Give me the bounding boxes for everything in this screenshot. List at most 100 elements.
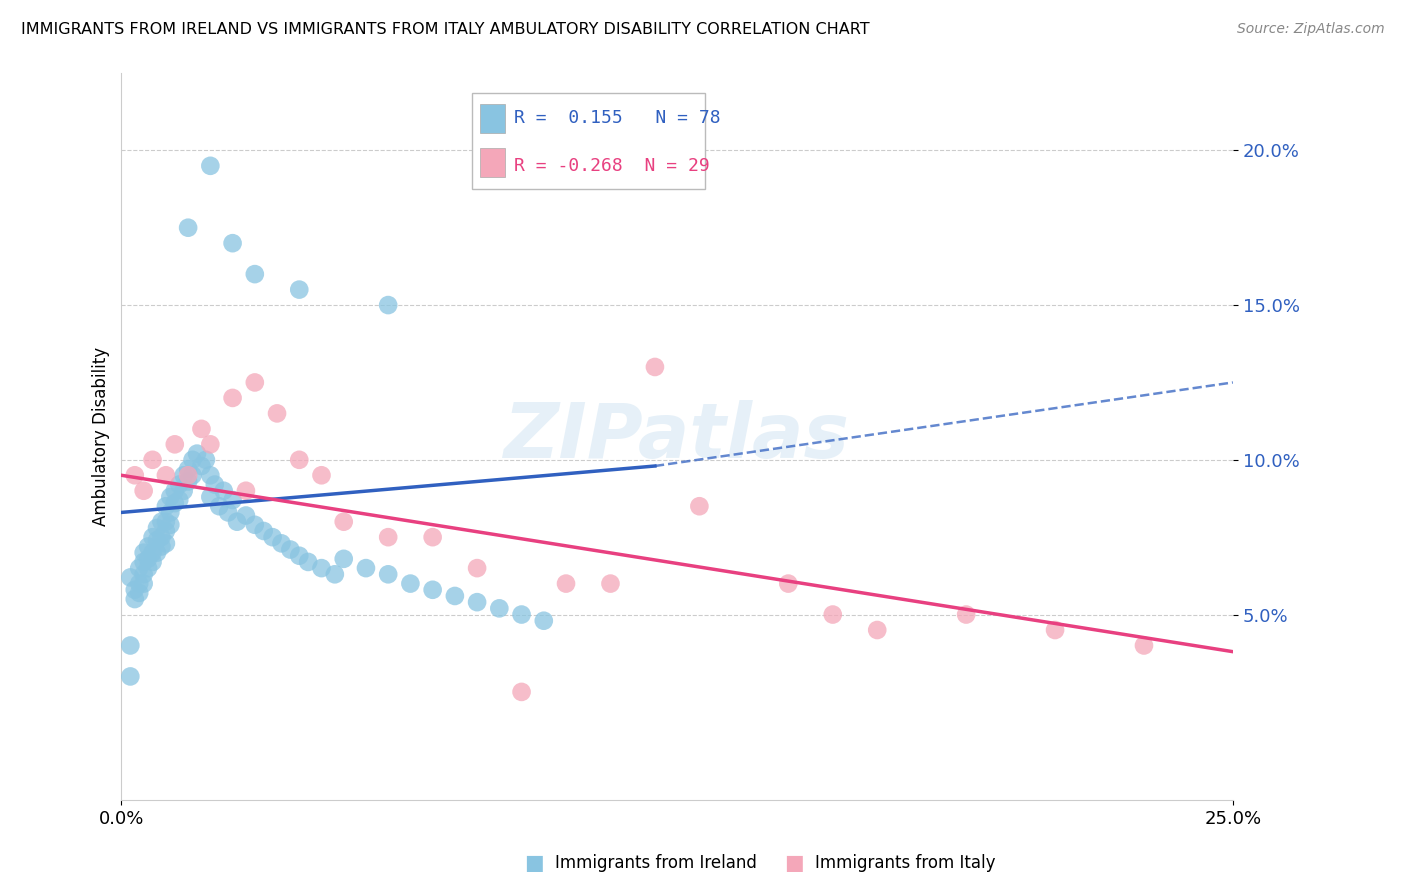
Point [124, 592, 146, 607]
Point [510, 685, 533, 699]
Point [510, 607, 533, 622]
Point [1043, 623, 1066, 637]
Point [354, 561, 377, 575]
Point [159, 505, 181, 519]
Point [208, 500, 231, 514]
Point [311, 468, 333, 483]
Point [132, 567, 155, 582]
Text: Immigrants from Italy: Immigrants from Italy [815, 854, 995, 871]
Point [146, 546, 169, 560]
Point [146, 533, 169, 548]
Point [167, 493, 190, 508]
Point [167, 477, 190, 491]
Point [422, 582, 444, 597]
Point [243, 376, 266, 390]
Point [778, 576, 800, 591]
Point [644, 359, 666, 374]
Text: Immigrants from Ireland: Immigrants from Ireland [555, 854, 758, 871]
Y-axis label: Ambulatory Disability: Ambulatory Disability [93, 347, 110, 526]
Point [288, 452, 311, 467]
Point [243, 517, 266, 532]
Text: R = -0.268  N = 29: R = -0.268 N = 29 [513, 157, 710, 175]
Point [200, 468, 222, 483]
Point [146, 521, 169, 535]
Point [243, 267, 266, 281]
Point [465, 561, 488, 575]
Point [221, 391, 243, 405]
Point [422, 530, 444, 544]
Point [221, 493, 243, 508]
Point [444, 589, 467, 603]
Point [688, 500, 710, 514]
Point [186, 447, 208, 461]
Point [142, 530, 165, 544]
Point [200, 159, 222, 173]
Point [332, 551, 354, 566]
Point [142, 452, 165, 467]
Point [217, 505, 239, 519]
Point [132, 483, 155, 498]
Text: ■: ■ [524, 853, 544, 872]
Point [200, 437, 222, 451]
Point [120, 639, 142, 653]
Point [155, 524, 177, 538]
Point [136, 561, 159, 575]
Point [177, 475, 200, 489]
Point [181, 468, 204, 483]
Point [163, 437, 186, 451]
FancyBboxPatch shape [481, 148, 505, 177]
Point [120, 669, 142, 683]
Point [226, 515, 249, 529]
Text: Source: ZipAtlas.com: Source: ZipAtlas.com [1237, 22, 1385, 37]
Point [399, 576, 422, 591]
Point [955, 607, 977, 622]
Point [533, 614, 555, 628]
Point [288, 549, 311, 563]
Point [124, 468, 146, 483]
Point [212, 483, 235, 498]
Point [288, 283, 311, 297]
Point [177, 468, 200, 483]
Point [142, 546, 165, 560]
Point [190, 422, 212, 436]
Point [1133, 639, 1156, 653]
Point [173, 468, 195, 483]
Point [132, 555, 155, 569]
Point [159, 517, 181, 532]
Point [159, 490, 181, 504]
Point [280, 542, 302, 557]
Point [120, 570, 142, 584]
Point [221, 236, 243, 251]
Point [235, 508, 257, 523]
Point [194, 452, 217, 467]
Point [190, 458, 212, 473]
Point [235, 483, 257, 498]
Point [488, 601, 510, 615]
Point [377, 567, 399, 582]
Point [204, 477, 226, 491]
Point [253, 524, 276, 538]
Point [150, 515, 173, 529]
Point [332, 515, 354, 529]
Text: R =  0.155   N = 78: R = 0.155 N = 78 [513, 110, 720, 128]
Point [377, 298, 399, 312]
Point [128, 561, 150, 575]
Point [177, 220, 200, 235]
Text: IMMIGRANTS FROM IRELAND VS IMMIGRANTS FROM ITALY AMBULATORY DISABILITY CORRELATI: IMMIGRANTS FROM IRELAND VS IMMIGRANTS FR… [21, 22, 870, 37]
Point [173, 483, 195, 498]
Point [128, 576, 150, 591]
Point [323, 567, 346, 582]
Point [866, 623, 889, 637]
Text: ZIPatlas: ZIPatlas [505, 400, 851, 474]
Point [124, 582, 146, 597]
Point [155, 536, 177, 550]
Point [266, 406, 288, 420]
Point [155, 500, 177, 514]
Point [297, 555, 319, 569]
Point [136, 551, 159, 566]
Point [155, 515, 177, 529]
Point [200, 490, 222, 504]
Point [177, 462, 200, 476]
Point [821, 607, 844, 622]
Point [181, 452, 204, 467]
